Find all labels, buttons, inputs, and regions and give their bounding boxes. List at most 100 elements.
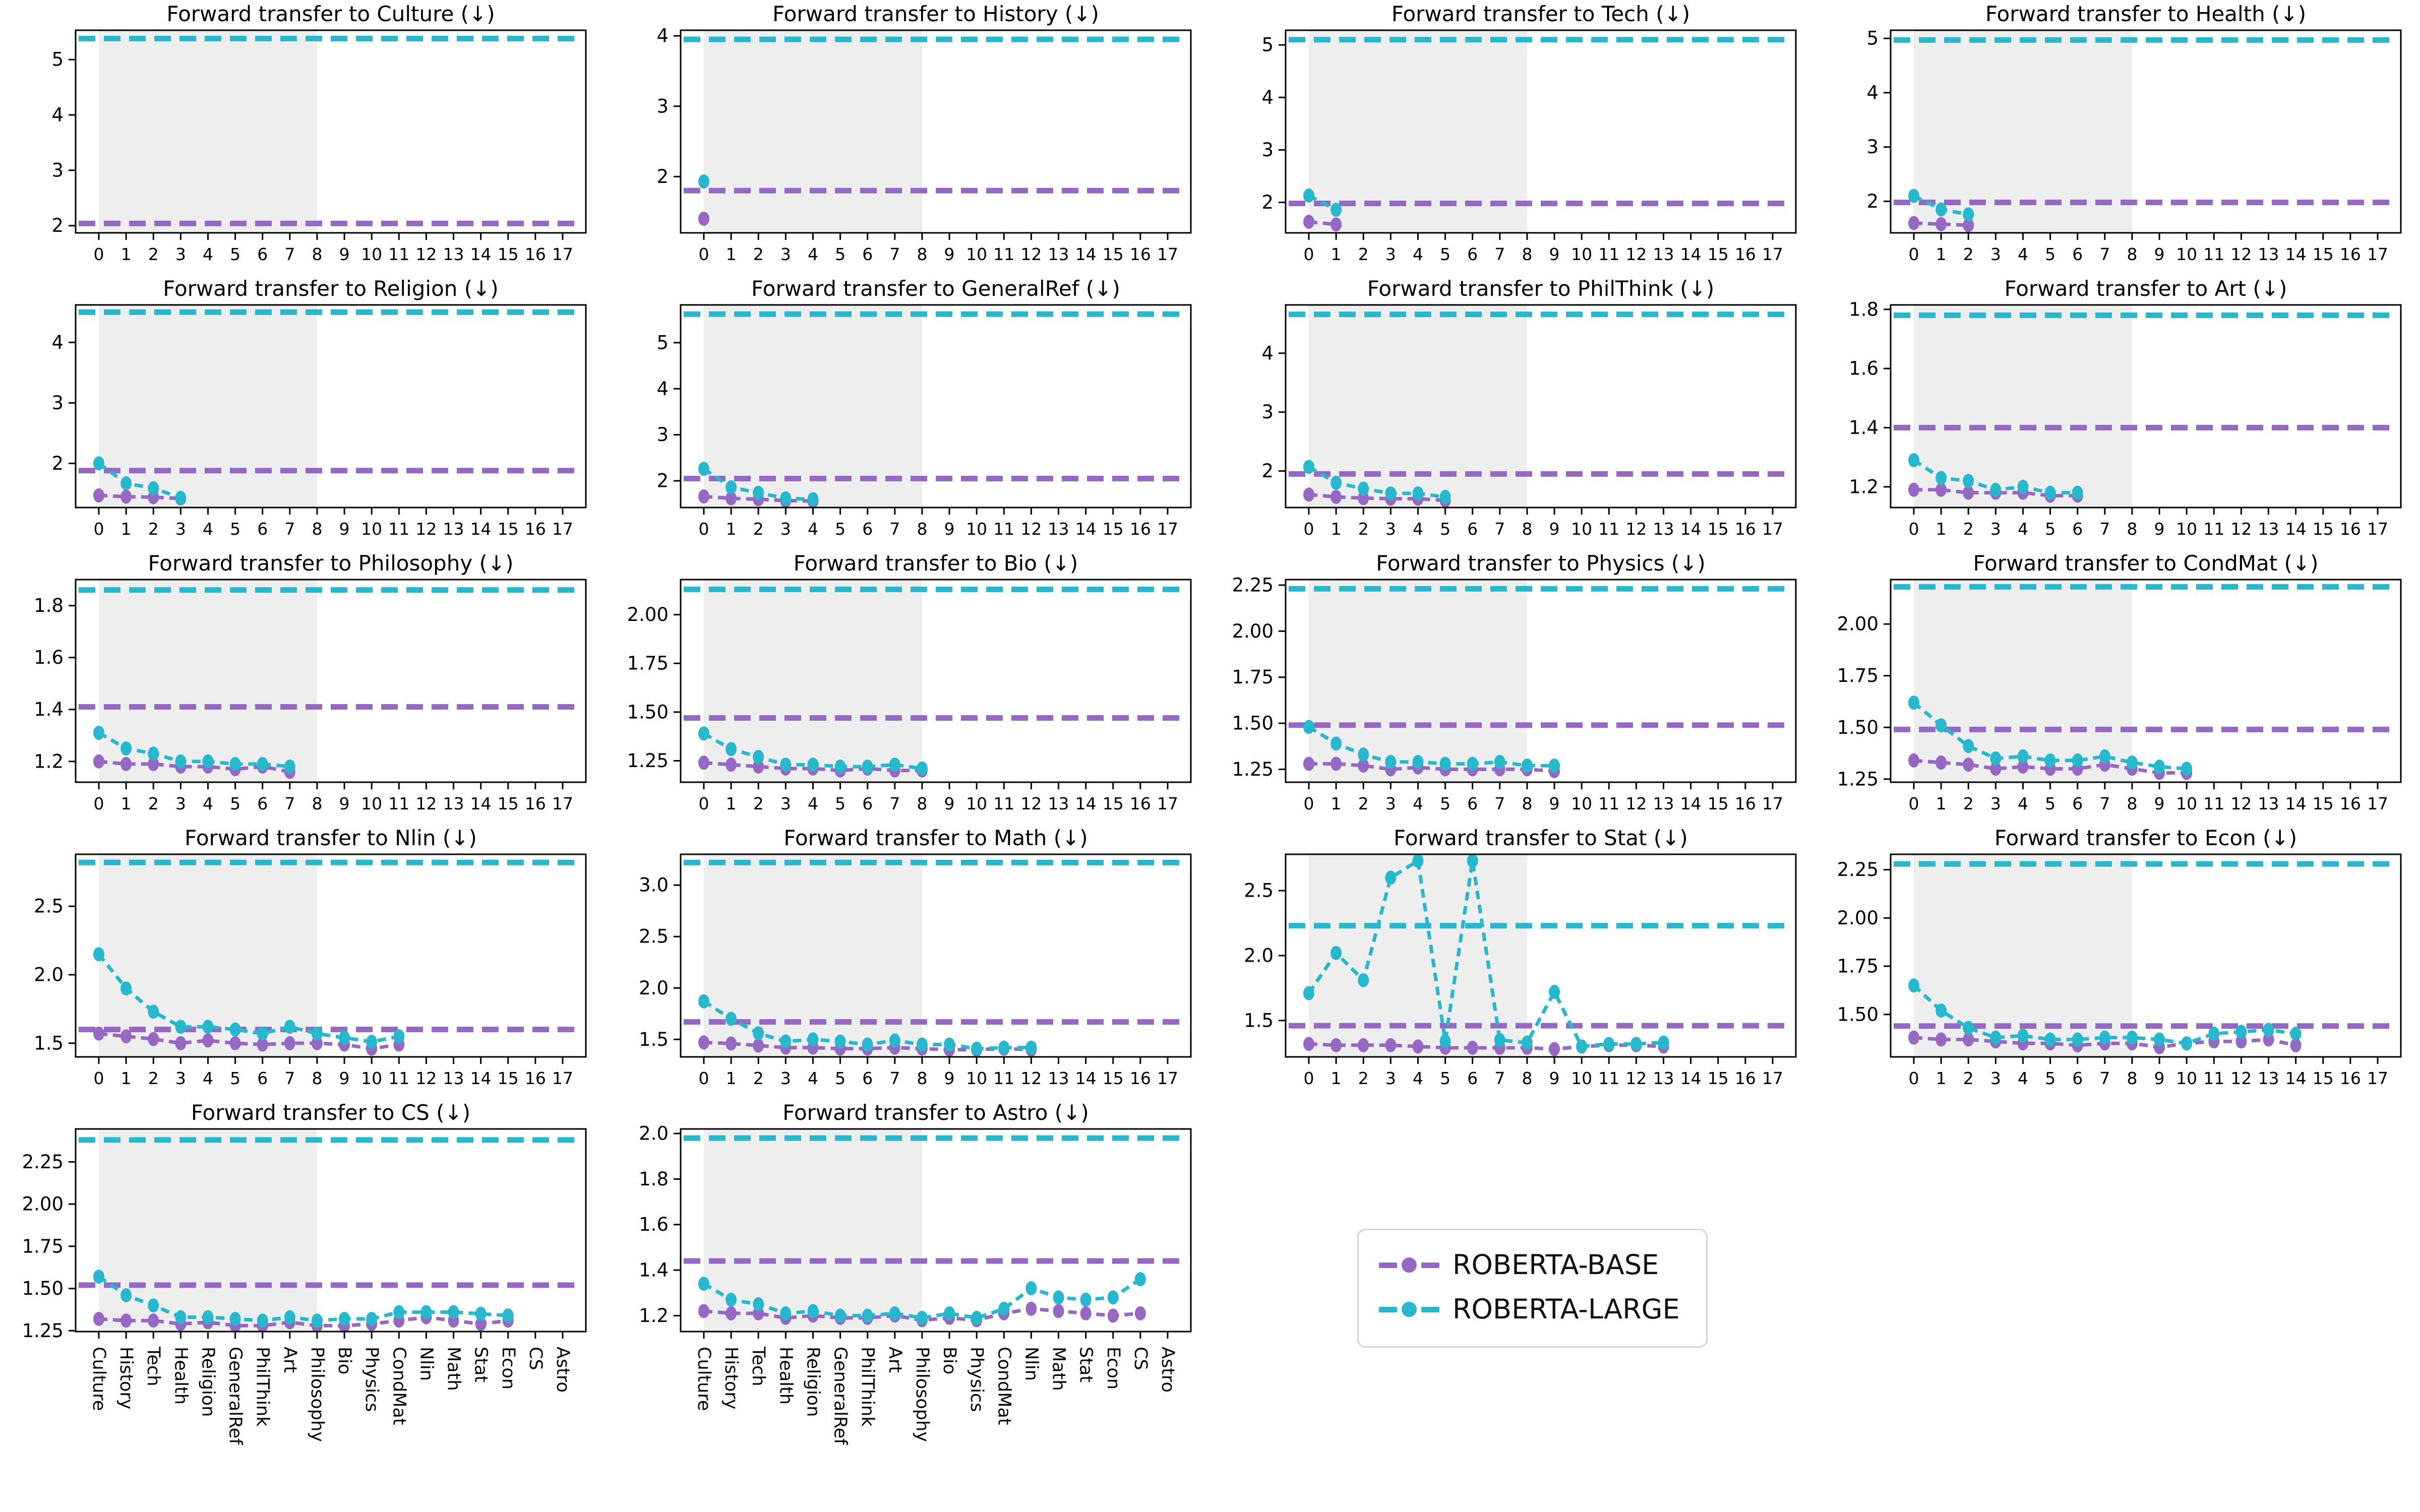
svg-text:8: 8 <box>2127 1068 2137 1088</box>
svg-text:17: 17 <box>1762 794 1783 813</box>
svg-text:Religion: Religion <box>803 1347 823 1417</box>
roberta-base-series <box>698 212 709 226</box>
svg-text:8: 8 <box>312 794 322 813</box>
svg-text:1: 1 <box>726 244 737 264</box>
svg-text:16: 16 <box>1735 794 1756 813</box>
svg-text:11: 11 <box>993 794 1014 813</box>
roberta-large-series <box>1303 460 1451 504</box>
plot-area-border <box>1890 853 2402 1058</box>
svg-text:6: 6 <box>2072 794 2083 813</box>
svg-text:3: 3 <box>1261 139 1274 161</box>
svg-text:2: 2 <box>656 470 669 492</box>
svg-text:12: 12 <box>2230 1068 2252 1088</box>
svg-text:1: 1 <box>726 1068 737 1088</box>
svg-text:1.50: 1.50 <box>1232 713 1274 734</box>
svg-text:4: 4 <box>808 1068 818 1088</box>
svg-text:Culture: Culture <box>694 1347 714 1411</box>
svg-text:15: 15 <box>498 794 519 813</box>
svg-text:5: 5 <box>1866 28 1879 49</box>
svg-text:CS: CS <box>525 1347 546 1370</box>
svg-text:2.0: 2.0 <box>1244 945 1274 967</box>
svg-text:3: 3 <box>1990 244 2001 264</box>
svg-text:Health: Health <box>170 1347 191 1405</box>
chart-cell-nlin: Forward transfer to Nlin (↓) 1.5 2.0 2.5 0 1 2… <box>0 824 605 1099</box>
svg-text:10: 10 <box>966 794 987 813</box>
svg-text:3: 3 <box>1990 1068 2001 1088</box>
legend-label: ROBERTA-BASE <box>1453 1249 1659 1281</box>
svg-text:4: 4 <box>808 519 818 539</box>
svg-text:Health: Health <box>775 1347 796 1405</box>
chart-title: Forward transfer to Culture (↓) <box>166 2 495 26</box>
x-axis-ticks: 0 1 2 3 4 5 6 7 8 9 10 11 12 13 14 15 16 17 <box>94 1057 573 1088</box>
svg-text:15: 15 <box>1103 794 1124 813</box>
svg-text:0: 0 <box>94 519 104 539</box>
svg-text:12: 12 <box>2230 244 2252 264</box>
roberta-large-series <box>93 1270 514 1328</box>
pretraining-shaded-region <box>1914 854 2132 1057</box>
svg-text:9: 9 <box>1549 244 1560 264</box>
svg-text:11: 11 <box>388 519 409 539</box>
svg-text:17: 17 <box>2367 794 2388 813</box>
plot-area-border <box>75 304 587 509</box>
svg-text:5: 5 <box>2045 794 2055 813</box>
svg-text:8: 8 <box>1522 1068 1532 1088</box>
svg-text:14: 14 <box>1075 1068 1097 1088</box>
svg-text:10: 10 <box>2176 794 2197 813</box>
x-axis-ticks: 0 1 2 3 4 5 6 7 8 9 10 11 12 13 14 15 16 17 <box>1909 233 2388 264</box>
svg-text:1: 1 <box>1936 244 1947 264</box>
pretraining-shaded-region <box>1914 305 2132 508</box>
svg-text:8: 8 <box>2127 244 2137 264</box>
chart-cell-cs: Forward transfer to CS (↓) 1.25 1.50 1.75 2.… <box>0 1099 605 1512</box>
svg-text:0: 0 <box>1304 519 1314 539</box>
svg-text:1.4: 1.4 <box>34 699 64 720</box>
svg-text:16: 16 <box>1735 244 1756 264</box>
chart-title: Forward transfer to Stat (↓) <box>1394 826 1688 850</box>
svg-text:5: 5 <box>230 1068 240 1088</box>
plot-area-border <box>680 304 1192 509</box>
chart-cell-econ: Forward transfer to Econ (↓) 1.50 1.75 2.00… <box>1815 824 2420 1099</box>
svg-text:4: 4 <box>51 332 64 353</box>
svg-text:14: 14 <box>1680 1068 1702 1088</box>
svg-text:1: 1 <box>1331 794 1342 813</box>
roberta-large-series <box>698 462 819 507</box>
svg-text:10: 10 <box>361 519 382 539</box>
svg-text:16: 16 <box>1130 519 1151 539</box>
svg-text:10: 10 <box>361 244 382 264</box>
svg-text:6: 6 <box>1467 1068 1478 1088</box>
y-axis-ticks: 2 3 4 5 <box>51 49 76 236</box>
roberta-large-series <box>698 994 1037 1056</box>
svg-text:15: 15 <box>2313 519 2334 539</box>
svg-text:12: 12 <box>2230 794 2252 813</box>
svg-text:9: 9 <box>944 244 955 264</box>
svg-text:3: 3 <box>780 519 791 539</box>
svg-text:2.00: 2.00 <box>627 604 669 625</box>
svg-text:1.6: 1.6 <box>1849 358 1879 380</box>
svg-text:4: 4 <box>808 794 818 813</box>
svg-text:4: 4 <box>1866 82 1879 103</box>
svg-text:5: 5 <box>835 519 845 539</box>
svg-text:13: 13 <box>2258 244 2279 264</box>
svg-text:11: 11 <box>388 244 409 264</box>
svg-text:3: 3 <box>51 392 64 414</box>
svg-text:1.75: 1.75 <box>1837 665 1879 686</box>
svg-text:2: 2 <box>753 1068 764 1088</box>
svg-text:2: 2 <box>1358 244 1369 264</box>
svg-text:3: 3 <box>1385 519 1396 539</box>
svg-text:5: 5 <box>230 244 240 264</box>
svg-text:15: 15 <box>498 244 519 264</box>
chart-title: Forward transfer to Econ (↓) <box>1994 826 2297 850</box>
svg-text:15: 15 <box>1103 1068 1124 1088</box>
svg-text:6: 6 <box>1467 794 1478 813</box>
svg-text:9: 9 <box>339 244 350 264</box>
chart-econ: Forward transfer to Econ (↓) 1.50 1.75 2.00… <box>1837 826 2402 1088</box>
svg-text:1.4: 1.4 <box>1849 417 1879 438</box>
svg-text:15: 15 <box>498 519 519 539</box>
svg-text:13: 13 <box>1048 794 1069 813</box>
svg-text:11: 11 <box>1598 244 1619 264</box>
chart-stat: Forward transfer to Stat (↓)1.52.02.50 1 2… <box>1244 826 1797 1088</box>
svg-text:12: 12 <box>1020 244 1042 264</box>
svg-text:5: 5 <box>835 244 845 264</box>
svg-text:1.75: 1.75 <box>1232 666 1274 688</box>
svg-text:1: 1 <box>1936 794 1947 813</box>
svg-text:14: 14 <box>1075 794 1097 813</box>
